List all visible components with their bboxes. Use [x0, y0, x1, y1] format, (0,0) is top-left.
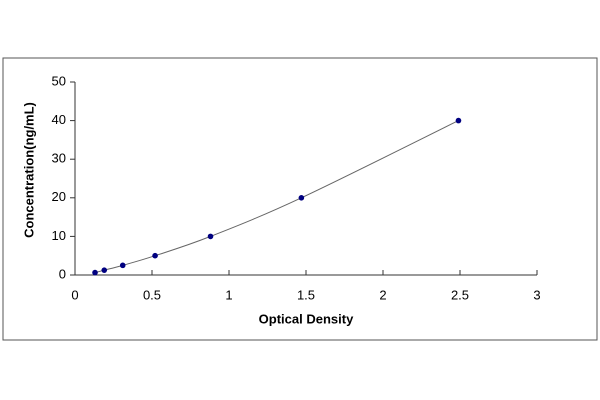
y-tick-label: 50: [52, 73, 66, 88]
y-axis-title: Concentration(ng/mL): [21, 102, 36, 238]
data-point: [92, 269, 98, 276]
data-point: [298, 195, 305, 201]
x-tick-label: 1.5: [297, 287, 315, 302]
data-point: [455, 117, 462, 124]
data-point: [101, 267, 108, 273]
x-tick-label: 0.5: [143, 287, 161, 302]
x-tick-label: 2.5: [451, 287, 469, 302]
data-point: [207, 233, 214, 240]
data-point: [152, 252, 158, 259]
y-tick-label: 10: [52, 228, 66, 243]
x-axis-title: Optical Density: [259, 311, 354, 326]
y-tick-label: 30: [52, 151, 66, 166]
data-point: [119, 262, 126, 269]
y-tick-label: 0: [59, 266, 66, 281]
y-tick-label: 40: [52, 112, 66, 127]
x-tick-label: 1: [225, 287, 232, 302]
x-tick-label: 2: [379, 287, 386, 302]
y-tick-label: 20: [52, 189, 66, 204]
x-tick-label: 3: [533, 287, 540, 302]
x-tick-label: 0: [71, 287, 78, 302]
